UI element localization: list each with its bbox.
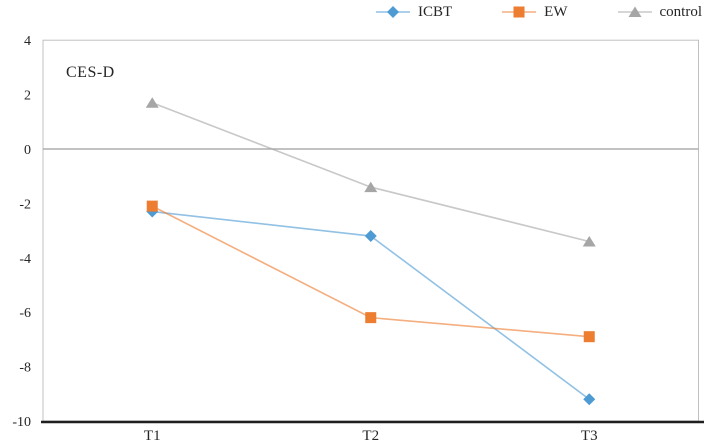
marker-EW-T1 <box>146 200 158 212</box>
x-tick-label: T1 <box>144 428 161 444</box>
legend-label-control: control <box>659 4 703 20</box>
y-tick-label: -2 <box>19 197 31 212</box>
legend-item-control: control <box>617 1 703 23</box>
legend-item-ew: EW <box>502 1 568 23</box>
legend-marker-ICBT <box>387 6 399 18</box>
ew-square-marker-icon <box>502 6 537 18</box>
marker-ICBT-T2 <box>364 230 377 243</box>
y-tick-label: 0 <box>24 143 31 158</box>
marker-EW-T2 <box>365 312 377 324</box>
legend-marker-EW <box>513 6 525 18</box>
icbt-diamond-marker-icon <box>376 6 410 18</box>
chart-title: CES-D <box>66 64 115 81</box>
y-tick-label: -8 <box>19 361 31 376</box>
y-tick-label: -10 <box>12 415 31 430</box>
marker-control-T3 <box>582 235 596 247</box>
marker-control-T1 <box>145 97 159 108</box>
y-tick-label: 4 <box>24 34 31 49</box>
x-tick-label: T3 <box>581 428 598 444</box>
series-line-control <box>151 102 590 243</box>
x-tick-label: T2 <box>362 428 379 444</box>
control-triangle-marker-icon <box>617 6 652 17</box>
marker-control-T2 <box>364 181 378 193</box>
marker-ICBT-T3 <box>583 393 596 406</box>
y-tick-label: 2 <box>24 89 31 104</box>
legend-label-icbt: ICBT <box>418 4 453 20</box>
legend-label-ew: EW <box>544 4 568 20</box>
marker-EW-T3 <box>583 331 595 343</box>
chart-legend: ICBT EW control <box>376 1 702 23</box>
legend-marker-control <box>628 6 641 17</box>
y-tick-label: -6 <box>19 306 31 321</box>
legend-item-icbt: ICBT <box>376 1 452 23</box>
y-tick-label: -4 <box>19 252 31 267</box>
